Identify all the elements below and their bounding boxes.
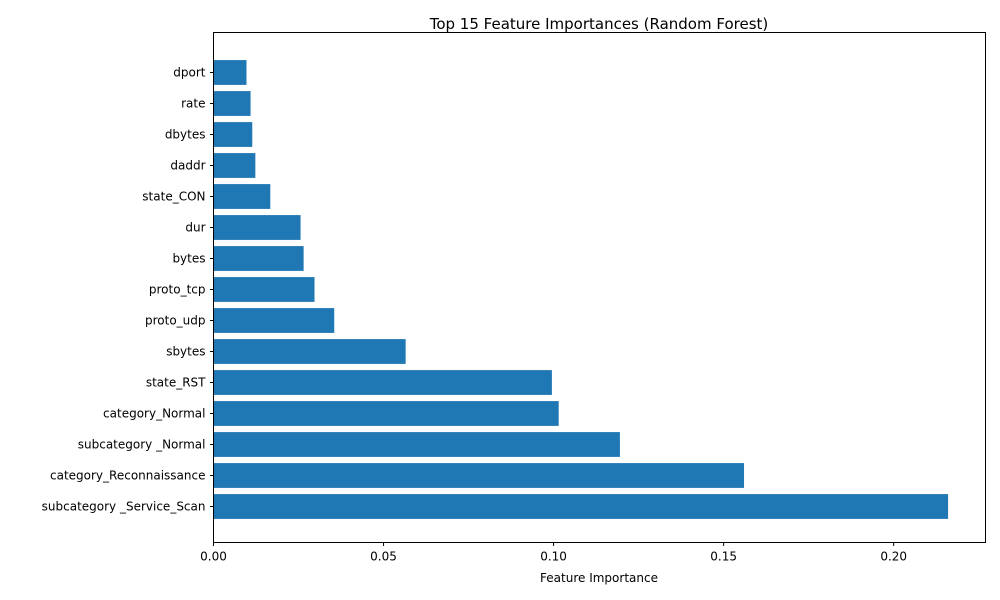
bar-proto-tcp xyxy=(213,277,315,302)
y-tick-label: state_RST xyxy=(146,376,206,390)
x-axis-ticks: 0.00 0.05 0.10 0.15 0.20 xyxy=(200,542,907,564)
bar-state-rst xyxy=(213,370,552,395)
bar-subcategory-normal xyxy=(213,432,620,457)
y-tick-label: bytes xyxy=(172,252,205,266)
bar-daddr xyxy=(213,153,256,178)
y-tick-label: dbytes xyxy=(165,128,206,142)
y-tick-label: subcategory _Service_Scan xyxy=(42,500,206,514)
x-tick-label: 0.05 xyxy=(370,550,397,564)
bar-category-normal xyxy=(213,401,559,426)
bar-dbytes xyxy=(213,122,253,147)
bars-group xyxy=(213,60,949,519)
bar-proto-udp xyxy=(213,308,335,333)
y-tick-label: sbytes xyxy=(166,345,205,359)
y-tick-label: subcategory _Normal xyxy=(78,438,206,452)
chart-title: Top 15 Feature Importances (Random Fores… xyxy=(429,15,769,33)
plot-frame xyxy=(213,32,986,543)
y-tick-label: category_Normal xyxy=(103,407,205,421)
y-tick-label: dport xyxy=(173,66,206,80)
y-tick-label: dur xyxy=(185,221,205,235)
x-axis-label: Feature Importance xyxy=(540,571,658,585)
x-tick-label: 0.10 xyxy=(540,550,567,564)
y-tick-label: proto_tcp xyxy=(149,283,206,297)
y-tick-label: category_Reconnaissance xyxy=(50,469,206,483)
y-tick-label: state_CON xyxy=(142,190,205,204)
bar-rate xyxy=(213,91,251,116)
bar-state-con xyxy=(213,184,271,209)
y-tick-label: proto_udp xyxy=(145,314,206,328)
x-tick-label: 0.20 xyxy=(880,550,907,564)
bar-bytes xyxy=(213,246,304,271)
y-axis-ticks: subcategory _Service_Scan category_Reconn… xyxy=(42,66,214,514)
y-tick-label: rate xyxy=(181,97,205,111)
x-tick-label: 0.00 xyxy=(200,550,227,564)
bar-dur xyxy=(213,215,301,240)
bar-dport xyxy=(213,60,247,85)
x-tick-label: 0.15 xyxy=(710,550,737,564)
bar-category-reconnaissance xyxy=(213,463,745,488)
bar-sbytes xyxy=(213,339,406,364)
y-tick-label: daddr xyxy=(170,159,205,173)
bar-subcategory-service-scan xyxy=(213,494,949,519)
